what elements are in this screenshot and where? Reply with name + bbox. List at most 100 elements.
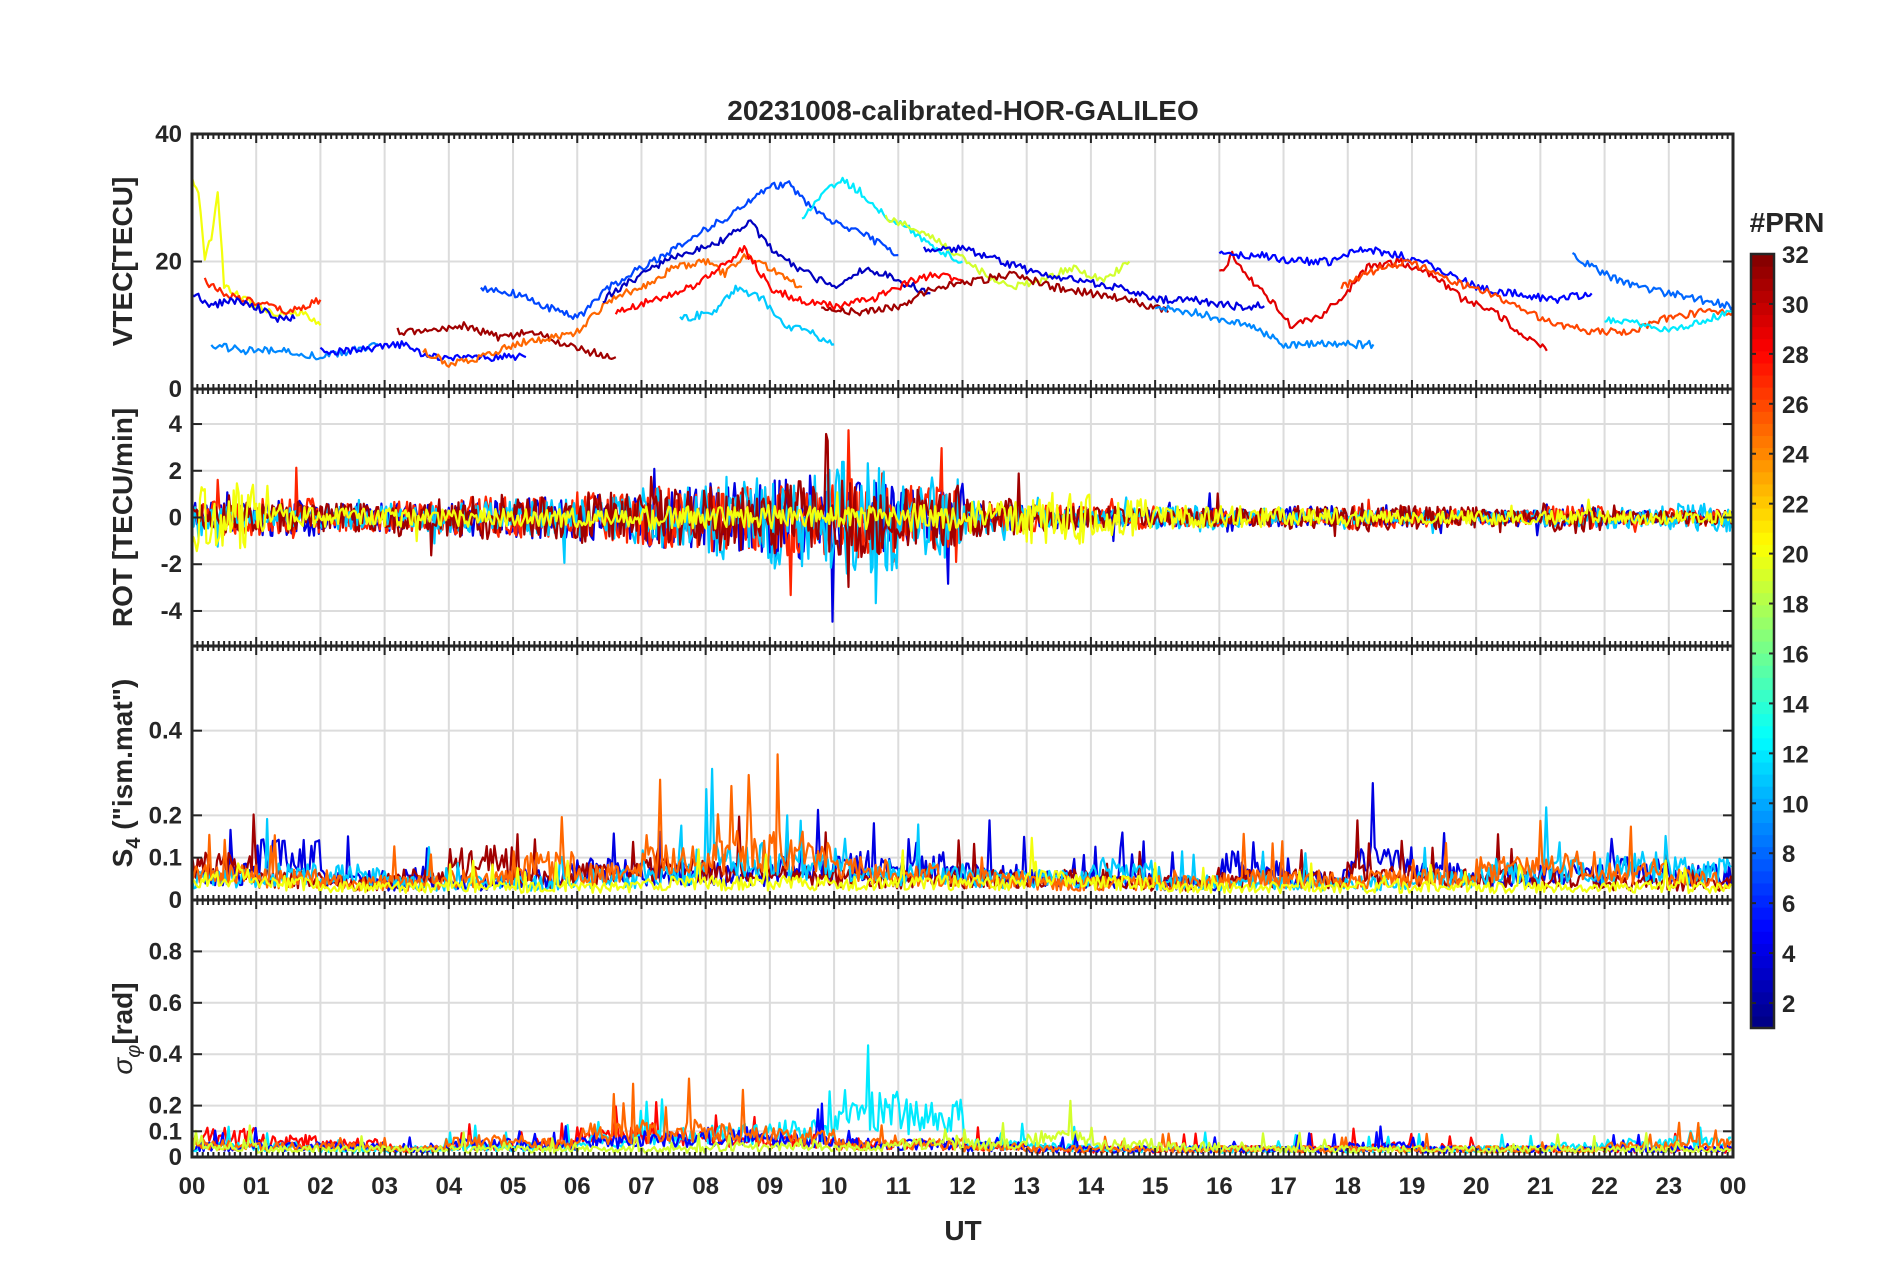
x-tick-label: 09 bbox=[757, 1173, 784, 1200]
colorbar-segment bbox=[1751, 907, 1774, 920]
y-axis-label-vtec: VTEC[TECU] bbox=[107, 177, 138, 347]
colorbar-segment bbox=[1751, 374, 1774, 388]
colorbar-segment bbox=[1751, 1015, 1774, 1029]
y-tick-label: 0.6 bbox=[149, 990, 182, 1017]
colorbar-segment bbox=[1751, 568, 1774, 582]
panel-sigma_phi: 00.10.20.40.60.8σφ[rad] bbox=[107, 898, 1735, 1171]
colorbar-segment bbox=[1751, 1003, 1774, 1017]
colorbar-segment bbox=[1751, 616, 1774, 630]
series-line-prn-27 bbox=[203, 277, 322, 316]
colorbar-segment bbox=[1751, 919, 1774, 932]
colorbar-segment bbox=[1751, 677, 1774, 690]
y-tick-label: 0.2 bbox=[149, 1093, 182, 1120]
colorbar-segment bbox=[1751, 798, 1774, 811]
colorbar-segment bbox=[1751, 882, 1774, 896]
colorbar-segment bbox=[1751, 604, 1774, 618]
panel-s4: 00.10.20.4S4 ("ism.mat") bbox=[107, 644, 1735, 914]
y-tick-label: -2 bbox=[161, 551, 182, 578]
colorbar-segment bbox=[1751, 483, 1774, 497]
colorbar-segment bbox=[1751, 278, 1774, 291]
y-tick-label: -4 bbox=[161, 598, 183, 625]
series-line-prn-19 bbox=[884, 214, 1131, 291]
series-line-prn-9 bbox=[1154, 304, 1375, 350]
colorbar-segment bbox=[1751, 495, 1774, 509]
series-line-prn-8 bbox=[1571, 252, 1733, 311]
x-axis-label: UT bbox=[944, 1215, 981, 1246]
colorbar-segment bbox=[1751, 592, 1774, 606]
x-tick-label: 08 bbox=[692, 1173, 719, 1200]
colorbar-label: #PRN bbox=[1750, 207, 1825, 238]
y-tick-label: 0.1 bbox=[149, 845, 182, 872]
colorbar-segment bbox=[1751, 628, 1774, 642]
y-tick-label: 0.1 bbox=[149, 1118, 182, 1145]
colorbar-segment bbox=[1751, 266, 1774, 279]
colorbar-frame bbox=[1749, 252, 1776, 1030]
y-tick-label: 40 bbox=[155, 121, 182, 148]
x-tick-label: 12 bbox=[949, 1173, 976, 1200]
y-label-sub: φ bbox=[123, 1045, 145, 1058]
y-axis-label-rot: ROT [TECU/min] bbox=[107, 408, 138, 627]
series-group bbox=[192, 176, 1733, 368]
y-label-main: σ bbox=[107, 1057, 138, 1075]
series-line-prn-20 bbox=[192, 836, 1733, 895]
x-tick-label: 17 bbox=[1270, 1173, 1297, 1200]
colorbar-segment bbox=[1751, 870, 1774, 884]
colorbar-segment bbox=[1751, 846, 1774, 860]
colorbar-segment bbox=[1751, 520, 1774, 533]
x-tick-label: 20 bbox=[1463, 1173, 1490, 1200]
series-line-prn-12 bbox=[1604, 309, 1733, 333]
colorbar-segment bbox=[1751, 362, 1774, 376]
colorbar-segment bbox=[1751, 653, 1774, 666]
y-tick-label: 0 bbox=[169, 1144, 182, 1171]
colorbar-segment bbox=[1751, 943, 1774, 957]
series-group bbox=[192, 753, 1733, 895]
series-line-prn-12 bbox=[801, 176, 963, 264]
x-tick-label: 02 bbox=[307, 1173, 334, 1200]
colorbar-tick-label: 18 bbox=[1782, 592, 1809, 619]
series-line-prn-4 bbox=[923, 244, 1265, 311]
y-label-rest: ("ism.mat") bbox=[107, 679, 138, 838]
colorbar-tick-label: 26 bbox=[1782, 392, 1809, 419]
y-label-main: S bbox=[107, 849, 138, 868]
y-tick-label: 20 bbox=[155, 249, 182, 276]
colorbar-segment bbox=[1751, 665, 1774, 678]
y-tick-label: 0.4 bbox=[149, 718, 183, 745]
colorbar-segment bbox=[1751, 894, 1774, 908]
gridlines bbox=[192, 900, 1733, 1157]
colorbar-tick-label: 16 bbox=[1782, 641, 1809, 668]
colorbar-segment bbox=[1751, 834, 1774, 848]
colorbar-segment bbox=[1751, 774, 1774, 787]
colorbar-segment bbox=[1751, 471, 1774, 485]
colorbar-segment bbox=[1751, 556, 1774, 570]
colorbar-segment bbox=[1751, 967, 1774, 981]
colorbar-segment bbox=[1751, 810, 1774, 824]
colorbar-segment bbox=[1751, 302, 1774, 316]
colorbar-tick-label: 24 bbox=[1782, 442, 1809, 469]
x-tick-label: 04 bbox=[435, 1173, 462, 1200]
colorbar-segment bbox=[1751, 290, 1774, 303]
colorbar-segment bbox=[1751, 411, 1774, 424]
series-line-prn-3 bbox=[602, 219, 931, 304]
colorbar-tick-label: 10 bbox=[1782, 791, 1809, 818]
y-tick-label: 0.8 bbox=[149, 938, 182, 965]
colorbar-segment bbox=[1751, 387, 1774, 400]
x-tick-label: 01 bbox=[243, 1173, 270, 1200]
y-tick-label: 0 bbox=[169, 505, 182, 532]
x-tick-label: 05 bbox=[500, 1173, 527, 1200]
colorbar-tick-label: 4 bbox=[1782, 941, 1796, 968]
x-tick-label: 14 bbox=[1078, 1173, 1105, 1200]
colorbar-segment bbox=[1751, 350, 1774, 364]
x-tick-label: 03 bbox=[371, 1173, 398, 1200]
colorbar-segment bbox=[1751, 423, 1774, 437]
x-tick-label: 00 bbox=[179, 1173, 206, 1200]
colorbar-tick-label: 28 bbox=[1782, 342, 1809, 369]
colorbar-tick-label: 22 bbox=[1782, 492, 1809, 519]
series-line-prn-28 bbox=[614, 245, 963, 315]
x-tick-label: 10 bbox=[821, 1173, 848, 1200]
x-tick-label: 21 bbox=[1527, 1173, 1554, 1200]
y-axis-label-s4: S4 ("ism.mat") bbox=[107, 679, 145, 868]
colorbar-segment bbox=[1751, 314, 1774, 328]
y-tick-label: 4 bbox=[169, 411, 183, 438]
